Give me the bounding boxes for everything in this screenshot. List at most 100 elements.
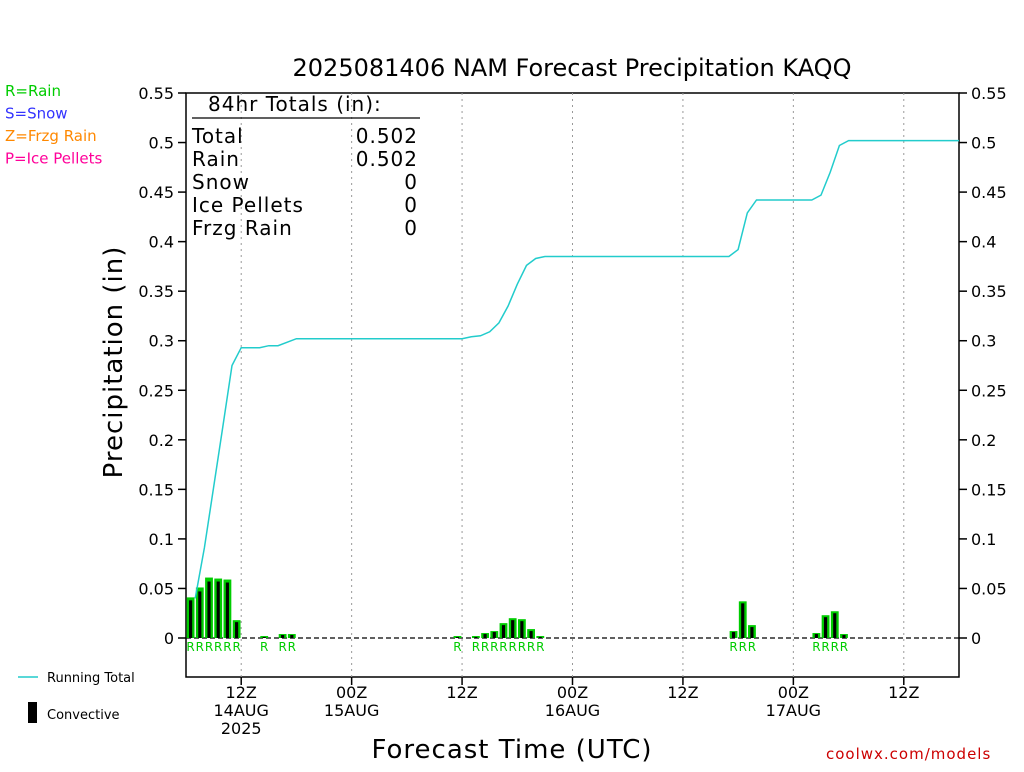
convective-bar (814, 634, 818, 638)
convective-bar (198, 591, 202, 638)
x-tick-label: 15AUG (324, 701, 379, 720)
x-tick-label: 12Z (667, 683, 698, 702)
precip-type-label: R (490, 640, 498, 654)
convective-bar (741, 603, 745, 638)
plot-frame (185, 92, 960, 678)
convective-bar (281, 635, 285, 638)
totals-row-value: 0.502 (356, 147, 418, 171)
y-tick-label-right: 0 (971, 629, 981, 648)
chart-title: 2025081406 NAM Forecast Precipitation KA… (293, 54, 852, 82)
credit-text: coolwx.com/models (826, 745, 992, 763)
precip-type-label: R (260, 640, 268, 654)
precip-type-label: R (509, 640, 517, 654)
precip-type-label: R (205, 640, 213, 654)
y-tick-label-left: 0.15 (138, 480, 174, 499)
y-tick-label-right: 0.2 (971, 431, 996, 450)
precip-type-label: R (288, 640, 296, 654)
totals-row-value: 0 (404, 193, 418, 217)
totals-row-label: Ice Pellets (192, 193, 304, 217)
x-tick-label: 12Z (226, 683, 257, 702)
totals-row-label: Rain (192, 147, 240, 171)
precip-type-label: R (214, 640, 222, 654)
y-tick-label-right: 0.3 (971, 332, 996, 351)
convective-bar (216, 581, 220, 638)
convective-bar (538, 637, 542, 638)
y-tick-label-left: 0.1 (149, 530, 174, 549)
precip-type-label: R (196, 640, 204, 654)
precip-type-label: R (840, 640, 848, 654)
x-tick-label: 17AUG (766, 701, 821, 720)
precip-type-label: R (536, 640, 544, 654)
y-tick-label-left: 0.55 (138, 84, 174, 103)
x-tick-label: 00Z (557, 683, 588, 702)
convective-bar (262, 637, 266, 638)
totals-row-label: Frzg Rain (192, 216, 293, 240)
convective-bar (207, 581, 211, 638)
legend-running-total-label: Running Total (47, 671, 135, 686)
y-tick-label-left: 0.05 (138, 579, 174, 598)
totals-row-label: Total (191, 124, 244, 148)
y-tick-label-left: 0.3 (149, 332, 174, 351)
precip-type-label: R (527, 640, 535, 654)
legend-convective-swatch (28, 702, 37, 723)
y-tick-label-left: 0.5 (149, 134, 174, 153)
precip-type-label: R (739, 640, 747, 654)
precip-type-label: R (729, 640, 737, 654)
precip-type-label: R (481, 640, 489, 654)
y-tick-label-right: 0.4 (971, 233, 996, 252)
running-total-line (194, 139, 959, 599)
convective-bar (455, 637, 460, 638)
precip-type-key-item: S=Snow (5, 105, 68, 123)
precip-type-label: R (278, 640, 286, 654)
totals-row-value: 0 (404, 170, 418, 194)
convective-bar (824, 617, 828, 638)
y-tick-label-right: 0.05 (971, 579, 1007, 598)
convective-bar (833, 613, 837, 638)
y-axis-title: Precipitation (in) (99, 246, 129, 479)
precip-type-key-item: R=Rain (5, 82, 61, 100)
x-tick-label: 00Z (778, 683, 809, 702)
y-tick-label-right: 0.55 (971, 84, 1007, 103)
y-tick-label-right: 0.35 (971, 282, 1007, 301)
x-axis-title: Forecast Time (UTC) (371, 735, 652, 765)
convective-bar (750, 627, 754, 638)
legend-convective-label: Convective (47, 708, 120, 723)
x-tick-label: 14AUG (214, 701, 269, 720)
y-tick-label-left: 0.25 (138, 381, 174, 400)
y-tick-label-left: 0.4 (149, 233, 174, 252)
x-tick-label: 12Z (888, 683, 919, 702)
y-tick-label-left: 0.45 (138, 183, 174, 202)
precip-type-label: R (472, 640, 480, 654)
convective-bar (520, 621, 524, 638)
y-tick-label-right: 0.45 (971, 183, 1007, 202)
convective-bar (511, 620, 515, 638)
y-tick-label-right: 0.1 (971, 530, 996, 549)
precip-type-label: R (831, 640, 839, 654)
totals-header: 84hr Totals (in): (208, 92, 382, 116)
y-tick-label-right: 0.25 (971, 381, 1007, 400)
precip-type-key-item: Z=Frzg Rain (5, 127, 97, 145)
y-tick-label-left: 0.2 (149, 431, 174, 450)
precip-type-label: R (223, 640, 231, 654)
y-tick-label-right: 0.15 (971, 480, 1007, 499)
convective-bar (290, 635, 294, 638)
precip-type-label: R (186, 640, 194, 654)
y-tick-label-left: 0.35 (138, 282, 174, 301)
convective-bar (225, 582, 229, 638)
precip-type-label: R (499, 640, 507, 654)
x-tick-label: 00Z (336, 683, 367, 702)
precip-type-label: R (821, 640, 829, 654)
y-tick-label-left: 0 (164, 629, 174, 648)
convective-bar (492, 632, 496, 638)
y-tick-label-right: 0.5 (971, 134, 996, 153)
x-tick-label: 16AUG (545, 701, 600, 720)
precip-type-label: R (748, 640, 756, 654)
convective-bar (189, 600, 193, 638)
convective-bar (235, 622, 239, 638)
convective-bar (474, 637, 478, 638)
convective-bar (501, 625, 506, 638)
precip-type-label: R (453, 640, 461, 654)
x-tick-label: 2025 (221, 719, 262, 738)
